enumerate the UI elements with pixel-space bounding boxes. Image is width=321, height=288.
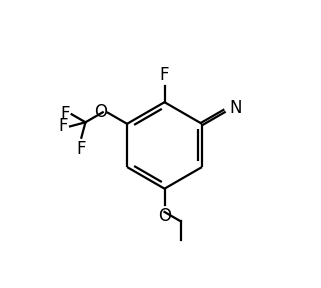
Text: N: N [230,99,242,118]
Text: F: F [77,140,86,158]
Text: O: O [158,207,171,225]
Text: F: F [59,118,68,135]
Text: F: F [60,105,70,123]
Text: O: O [94,103,107,121]
Text: F: F [160,66,169,84]
